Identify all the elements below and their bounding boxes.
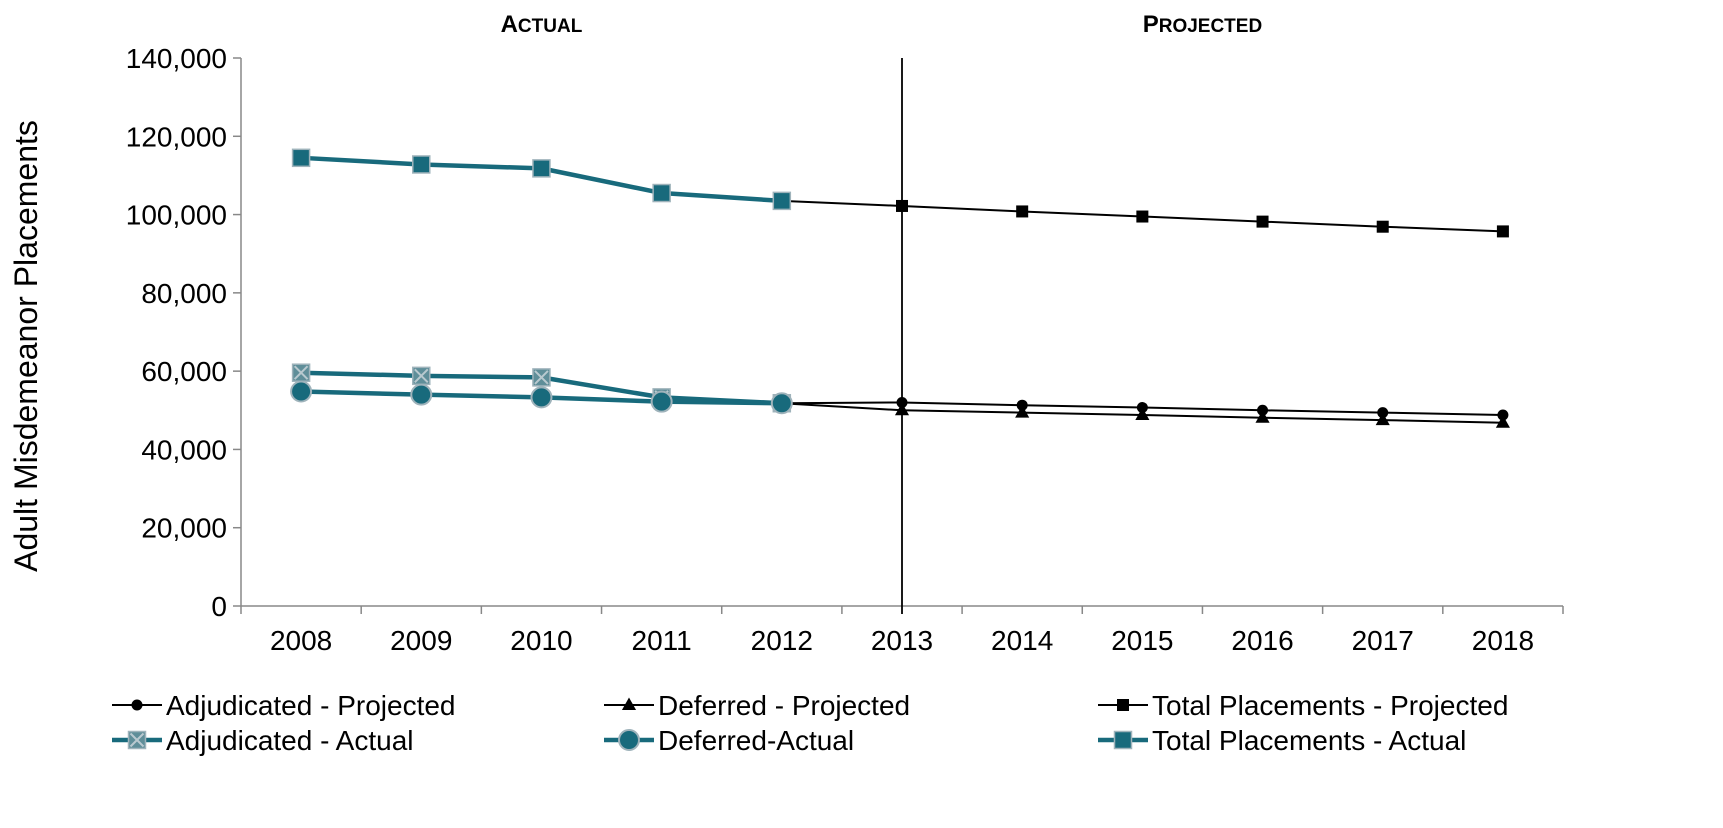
section-label: ACTUAL xyxy=(501,11,583,38)
y-tick-label: 120,000 xyxy=(126,121,227,152)
data-point xyxy=(1495,415,1510,428)
data-point xyxy=(1497,409,1509,421)
x-tick-label: 2012 xyxy=(751,625,813,656)
x-tick-label: 2011 xyxy=(632,625,692,656)
data-point xyxy=(1496,225,1509,238)
data-point xyxy=(652,183,671,203)
x-tick-label: 2018 xyxy=(1472,625,1534,656)
data-point xyxy=(650,390,673,413)
data-point xyxy=(291,363,311,382)
legend-item: Deferred-Actual xyxy=(604,725,854,756)
data-point xyxy=(532,368,551,387)
legend-label: Adjudicated - Projected xyxy=(166,690,456,721)
legend-marker xyxy=(1117,699,1129,711)
x-tick-label: 2013 xyxy=(871,625,933,656)
marker-x xyxy=(293,365,309,380)
data-point xyxy=(772,191,792,211)
legend-marker xyxy=(1113,730,1133,750)
legend-marker xyxy=(618,729,640,751)
legend-item: Total Placements - Actual xyxy=(1098,725,1466,756)
x-tick-label: 2008 xyxy=(270,625,332,656)
legend-label: Total Placements - Projected xyxy=(1152,690,1508,721)
y-tick-label: 0 xyxy=(211,591,227,622)
y-tick-label: 100,000 xyxy=(126,200,227,231)
data-point xyxy=(1255,410,1270,423)
marker-x xyxy=(414,368,429,384)
data-point xyxy=(532,159,551,178)
data-point xyxy=(1016,205,1029,218)
legend-marker xyxy=(127,730,147,750)
x-tick-label: 2010 xyxy=(510,625,572,656)
data-point xyxy=(770,392,793,415)
legend-marker xyxy=(131,699,143,711)
series-total-placements-projected xyxy=(781,199,1509,238)
data-point xyxy=(1135,407,1150,420)
x-tick-label: 2017 xyxy=(1352,625,1414,656)
data-point xyxy=(412,366,431,386)
legend-label: Adjudicated - Actual xyxy=(166,725,414,756)
legend-item: Adjudicated - Projected xyxy=(112,690,456,721)
data-point xyxy=(530,386,553,409)
marker-x xyxy=(534,370,549,385)
y-tick-label: 80,000 xyxy=(141,278,227,309)
legend-label: Total Placements - Actual xyxy=(1152,725,1466,756)
section-label: PROJECTED xyxy=(1143,11,1262,38)
y-tick-label: 140,000 xyxy=(126,43,227,74)
data-point xyxy=(290,380,313,403)
legend-item: Adjudicated - Actual xyxy=(112,725,414,756)
data-point xyxy=(1015,405,1030,418)
data-point xyxy=(410,383,433,406)
legend-marker xyxy=(621,697,637,710)
data-point xyxy=(1376,220,1389,233)
legend-item: Total Placements - Projected xyxy=(1098,690,1508,721)
series-deferred-actual xyxy=(290,380,793,415)
legend-label: Deferred - Projected xyxy=(658,690,910,721)
data-point xyxy=(1136,210,1149,223)
data-point xyxy=(291,148,311,168)
section-labels: ACTUAL PROJECTED xyxy=(501,11,1263,38)
data-point xyxy=(1256,215,1269,228)
data-point xyxy=(1375,412,1390,426)
axes: 0 20,000 40,000 60,000 80,000 100,000 120,000 1… xyxy=(126,43,1564,656)
x-tick-label: 2016 xyxy=(1231,625,1293,656)
y-axis-title: Adult Misdemeanor Placements xyxy=(8,120,44,572)
data-point xyxy=(896,199,908,212)
y-tick-label: 40,000 xyxy=(141,434,227,465)
series-deferred-projected xyxy=(781,402,1510,428)
data-point xyxy=(894,402,910,416)
legend-label: Deferred-Actual xyxy=(658,725,854,756)
series-total-placements-actual xyxy=(291,148,792,211)
data-point xyxy=(412,155,431,174)
y-axis-label: Adult Misdemeanor Placements xyxy=(8,120,44,572)
legend: Adjudicated - Projected Deferred - Projec… xyxy=(112,690,1508,756)
marker-x xyxy=(129,732,145,748)
legend-item: Deferred - Projected xyxy=(604,690,910,721)
x-tick-label: 2015 xyxy=(1111,625,1173,656)
x-tick-label: 2009 xyxy=(390,625,452,656)
series-layer xyxy=(290,148,1510,428)
y-tick-label: 60,000 xyxy=(141,356,227,387)
x-tick-label: 2014 xyxy=(991,625,1053,656)
y-tick-label: 20,000 xyxy=(141,513,227,544)
data-point xyxy=(896,396,908,408)
